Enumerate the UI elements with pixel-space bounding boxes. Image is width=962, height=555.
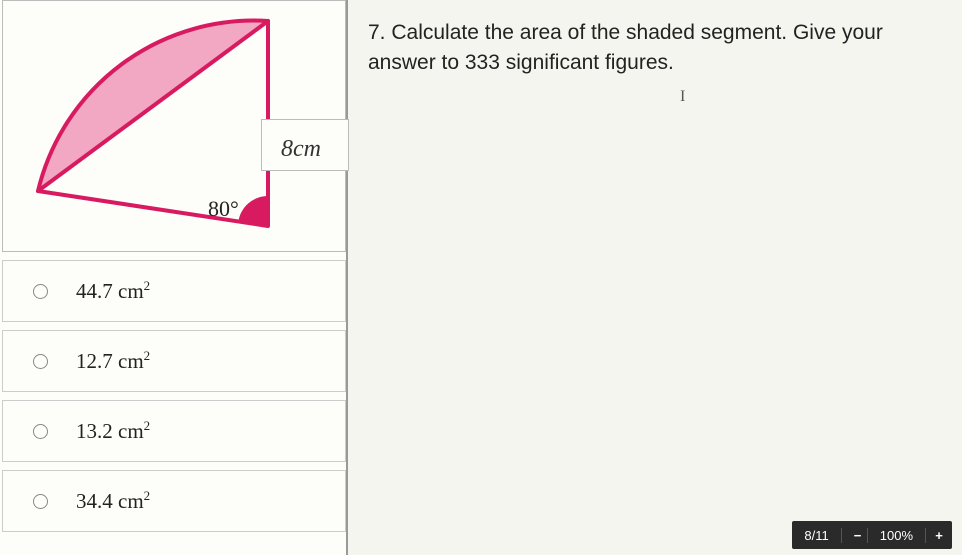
- status-bar: 8/11 − 100% +: [792, 521, 952, 549]
- zoom-level: 100%: [868, 528, 926, 543]
- radio-icon[interactable]: [33, 284, 48, 299]
- answer-option-2[interactable]: 13.2 cm2: [2, 400, 346, 462]
- radio-icon[interactable]: [33, 494, 48, 509]
- answer-option-3[interactable]: 34.4 cm2: [2, 470, 346, 532]
- zoom-out-button[interactable]: −: [842, 528, 868, 543]
- question-text: 7. Calculate the area of the shaded segm…: [368, 18, 948, 79]
- answer-option-0[interactable]: 44.7 cm2: [2, 260, 346, 322]
- svg-text:80°: 80°: [208, 196, 239, 221]
- answer-options: 44.7 cm2 12.7 cm2 13.2 cm2 34.4 cm2: [2, 260, 346, 540]
- question-number: 7.: [368, 21, 386, 44]
- diagram-container: 80° 8cm: [2, 0, 346, 252]
- segment-diagram: 80°: [23, 6, 283, 246]
- left-panel: 80° 8cm 44.7 cm2 12.7 cm2 13.2 cm2 34.4 cm2: [0, 0, 348, 555]
- radio-icon[interactable]: [33, 354, 48, 369]
- radius-label: 8cm: [281, 136, 321, 163]
- question-body: Calculate the area of the shaded segment…: [368, 21, 883, 74]
- text-cursor-icon: I: [680, 88, 685, 106]
- option-label: 13.2 cm2: [76, 418, 150, 444]
- option-label: 12.7 cm2: [76, 348, 150, 374]
- option-label: 34.4 cm2: [76, 488, 150, 514]
- radio-icon[interactable]: [33, 424, 48, 439]
- answer-option-1[interactable]: 12.7 cm2: [2, 330, 346, 392]
- page-indicator: 8/11: [792, 528, 841, 543]
- zoom-in-button[interactable]: +: [926, 528, 952, 543]
- option-label: 44.7 cm2: [76, 278, 150, 304]
